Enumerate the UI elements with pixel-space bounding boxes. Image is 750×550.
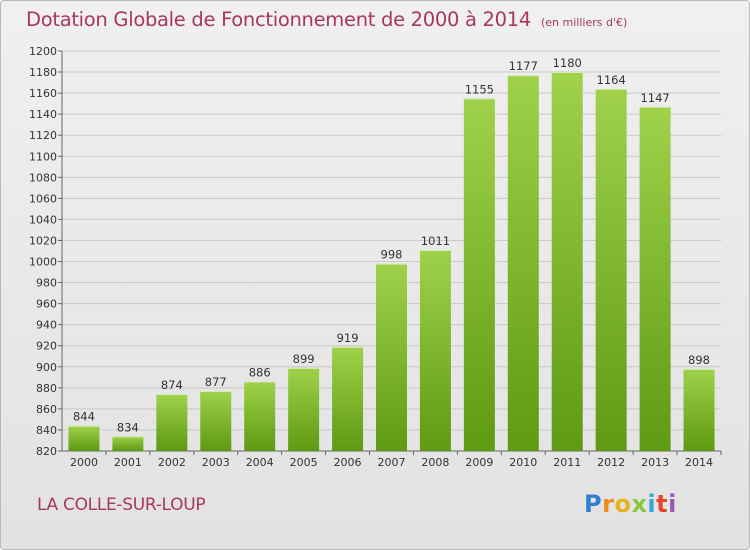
- bar: [463, 98, 495, 452]
- y-tick-label: 900: [36, 361, 57, 374]
- y-tick-label: 1040: [29, 213, 57, 226]
- x-tick-label: 2002: [158, 456, 186, 469]
- bar: [288, 367, 320, 451]
- data-label: 844: [73, 410, 95, 424]
- y-tick-label: 1060: [29, 192, 57, 205]
- y-tick-label: 980: [36, 277, 57, 290]
- y-tick-label: 1020: [29, 234, 57, 247]
- bar: [419, 249, 451, 451]
- y-tick-label: 1100: [29, 150, 57, 163]
- bar: [507, 75, 539, 452]
- bar: [200, 391, 232, 451]
- bar: [112, 436, 144, 451]
- y-tick-label: 840: [36, 424, 57, 437]
- data-label: 998: [381, 248, 403, 262]
- data-label: 874: [161, 378, 183, 392]
- data-label: 1177: [509, 59, 538, 73]
- y-tick-label: 1080: [29, 171, 57, 184]
- x-tick-label: 2011: [553, 456, 581, 469]
- data-label: 1011: [421, 234, 450, 248]
- x-tick-label: 2007: [378, 456, 406, 469]
- title-text: Dotation Globale de Fonctionnement de 20…: [26, 8, 531, 31]
- y-tick-label: 820: [36, 445, 57, 458]
- data-label: 919: [337, 331, 359, 345]
- x-tick-label: 2005: [290, 456, 318, 469]
- proxiti-logo: Proxiti: [584, 490, 677, 518]
- x-tick-label: 2008: [421, 456, 449, 469]
- x-tick-label: 2004: [246, 456, 274, 469]
- x-tick-label: 2001: [114, 456, 142, 469]
- data-label: 1147: [640, 91, 669, 105]
- bar: [683, 368, 715, 451]
- y-tick-label: 880: [36, 382, 57, 395]
- y-tick-label: 940: [36, 319, 57, 332]
- chart-title: Dotation Globale de Fonctionnement de 20…: [26, 8, 627, 31]
- y-tick-label: 1120: [29, 129, 57, 142]
- y-tick-label: 920: [36, 340, 57, 353]
- y-tick-label: 960: [36, 298, 57, 311]
- bar: [551, 72, 583, 451]
- x-tick-label: 2003: [202, 456, 230, 469]
- bar: [156, 394, 188, 451]
- y-tick-label: 1200: [29, 45, 57, 58]
- data-label: 886: [249, 366, 271, 380]
- data-label: 1164: [597, 73, 626, 87]
- y-tick-label: 1000: [29, 256, 57, 269]
- data-label: 834: [117, 420, 139, 434]
- bar: [595, 88, 627, 451]
- x-tick-label: 2010: [509, 456, 537, 469]
- x-tick-label: 2013: [641, 456, 669, 469]
- data-label: 1155: [465, 82, 494, 96]
- x-tick-label: 2014: [685, 456, 713, 469]
- bar: [376, 263, 407, 451]
- bar: [68, 425, 100, 451]
- place-name: LA COLLE-SUR-LOUP: [37, 495, 206, 515]
- data-label: 898: [688, 353, 710, 367]
- y-tick-label: 860: [36, 403, 57, 416]
- data-label: 877: [205, 375, 227, 389]
- y-tick-label: 1160: [29, 87, 57, 100]
- unit-note: (en milliers d'€): [540, 16, 628, 29]
- x-tick-label: 2006: [334, 456, 362, 469]
- y-tick-label: 1180: [29, 66, 57, 79]
- x-tick-label: 2012: [597, 456, 625, 469]
- y-tick-label: 1140: [29, 108, 57, 121]
- bar: [332, 346, 364, 451]
- data-label: 899: [293, 352, 315, 366]
- bar: [244, 381, 276, 451]
- x-tick-label: 2000: [70, 456, 98, 469]
- bar: [639, 106, 671, 451]
- data-label: 1180: [553, 56, 582, 70]
- x-tick-label: 2009: [465, 456, 493, 469]
